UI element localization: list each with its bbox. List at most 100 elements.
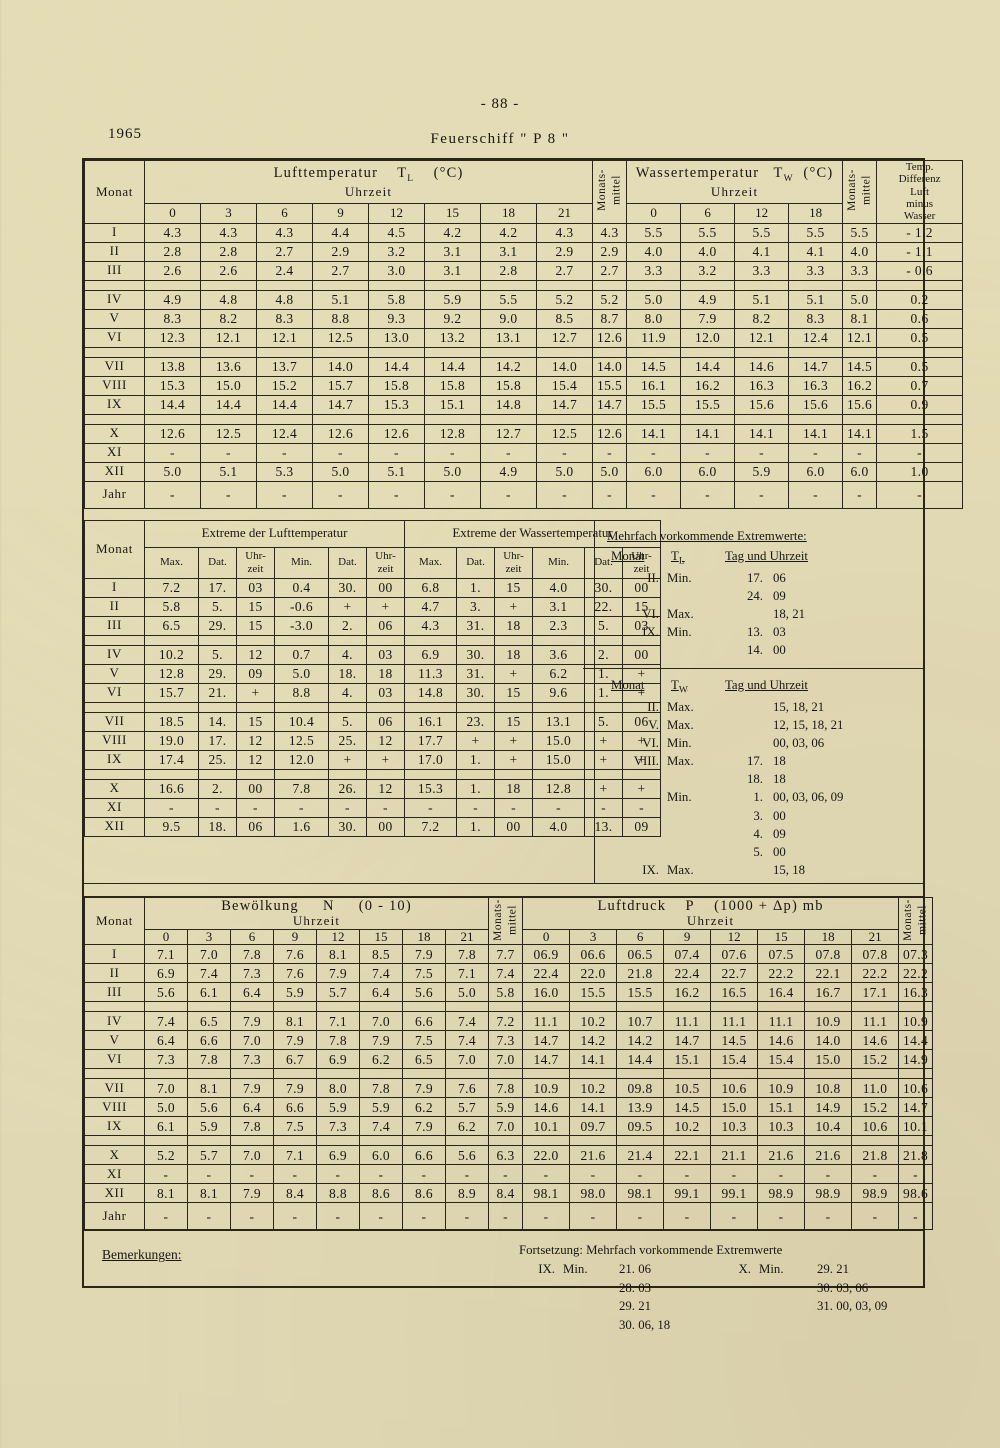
cloud-cell: - [187,1164,231,1185]
month-label: V [84,308,145,329]
th-water-hour-6: 6 [680,203,736,224]
th-press-hour-15: 15 [757,928,806,946]
extreme-cell: 14. [198,711,237,732]
cloud-cell: 5.0 [144,1097,188,1118]
air-temp-cell: 15.3 [144,375,201,396]
extreme-cell: 3.1 [532,596,586,617]
month-label: X [84,423,145,444]
air-monthly-mean: 5.2 [592,289,628,310]
extreme-cell: 15 [236,615,275,636]
gap-cell [402,1135,446,1147]
fort-month-left [517,1297,563,1316]
gap-cell [198,634,237,646]
air-monthly-mean: 14.0 [592,356,628,377]
cloud-cell: 5.9 [273,982,317,1003]
pressure-cell: 22.0 [522,1145,571,1166]
water-temp-cell: 16.3 [734,375,790,396]
air-temp-cell: 14.4 [368,356,425,377]
cloud-cell: 7.8 [444,944,490,965]
fort-kind-right [759,1316,807,1335]
cloud-cell: 7.4 [187,963,231,984]
cloud-cell: 6.9 [316,1049,360,1070]
gap-cell [84,701,145,713]
th-wassertemperatur: Wassertemperatur TW (°C) Uhrzeit [626,159,844,205]
air-temp-cell: 14.0 [312,356,369,377]
table-row: V 12.8 29. 09 5.0 18. 18 11.3 31. +6.2 1. + [84,663,662,684]
fort-month-right [715,1297,759,1316]
cloud-cell: 7.4 [359,1116,403,1137]
month-label: IV [84,1011,145,1032]
temp-difference: 0.6 [876,308,964,329]
air-temp-cell: 13.8 [144,356,201,377]
bemerkungen-block: Bemerkungen: [84,1231,517,1350]
month-label: XI [84,797,145,818]
air-temp-cell: 9.3 [368,308,425,329]
pressure-cell: 10.3 [710,1116,759,1137]
air-temp-cell: 8.3 [256,308,313,329]
cloud-cell: 6.4 [230,982,274,1003]
gap-cell [359,1068,403,1080]
gap-cell [316,1001,360,1013]
extreme-cell: 22. [584,596,624,617]
panel-water-monat: Monat [611,677,645,692]
gap-cell [804,1001,853,1013]
pressure-cell: 11.0 [851,1078,900,1099]
cloud-cell: 7.9 [359,1030,403,1051]
t3-jahr-cell: - [359,1202,403,1231]
extreme-cell: 12.8 [532,778,586,799]
air-temp-cell: 5.0 [424,461,481,482]
air-temp-cell: 12.6 [368,423,425,444]
gap-cell [532,634,586,646]
air-temp-cell: 14.7 [312,394,369,415]
air-temp-cell: 12.5 [312,327,369,348]
air-temp-cell: 14.4 [424,356,481,377]
air-monthly-mean: 14.7 [592,394,628,415]
cloud-cell: 6.1 [144,1116,188,1137]
month-label: IV [84,289,145,310]
table3-jahr-row: Jahr - - - - - - - - - - - - - - - - - - [84,1202,934,1231]
air-temp-cell: 15.3 [368,394,425,415]
th-press-hour-18: 18 [804,928,853,946]
table-row: XI - - - - - - - - - - - - - - - - - - [84,1164,934,1185]
water-temp-cell: 15.6 [788,394,844,415]
gap-cell [532,701,586,713]
month-label: V [84,663,145,684]
cloud-monthly-mean: - [488,1164,524,1185]
gap-cell [424,413,481,425]
water-monthly-mean: 8.1 [842,308,878,329]
water-temp-cell: 5.0 [626,289,682,310]
cloud-monthly-mean: 7.3 [488,1030,524,1051]
air-temp-cell: 14.4 [144,394,201,415]
air-temp-cell: - [144,442,201,463]
cloud-monthly-mean: 7.7 [488,944,524,965]
gap-cell [663,1068,712,1080]
month-label: II [84,241,145,262]
pressure-cell: 15.1 [757,1097,806,1118]
pressure-cell: 11.1 [710,1011,759,1032]
month-label: X [84,778,145,799]
pressure-monthly-mean: 07.3 [898,944,934,965]
t1-jahr-cell: - [592,480,628,509]
panel-water-rows: II. Max. 15, 18, 21 V. Max. 12, 15, 18, 21 VI.… [607,698,923,880]
air-temp-cell: 4.8 [256,289,313,310]
gap-cell [680,346,736,358]
gap-cell [84,634,145,646]
th-ext-max-water: Max. [404,546,458,579]
cloud-cell: 7.5 [402,963,446,984]
pressure-cell: 98.9 [851,1183,900,1204]
entry-month: II. [647,570,659,585]
cloud-cell: 8.1 [187,1078,231,1099]
pressure-cell: - [804,1164,853,1185]
cloud-cell: - [316,1164,360,1185]
table-row: III 2.6 2.6 2.4 2.7 3.0 3.1 2.8 2.7 2.7 3.3 3.2 3.3 3… [84,260,964,281]
extreme-cell: 17. [198,577,237,598]
fort-times-left: 28. 03 [619,1280,651,1295]
gap-cell [359,1135,403,1147]
gap-cell [359,1001,403,1013]
gap-cell [312,279,369,291]
cloud-cell: 7.0 [144,1078,188,1099]
press-title: Luftdruck [597,898,667,915]
extreme-cell: - [198,797,237,818]
gap-cell [680,413,736,425]
t1-jahr-cell: - [200,480,257,509]
